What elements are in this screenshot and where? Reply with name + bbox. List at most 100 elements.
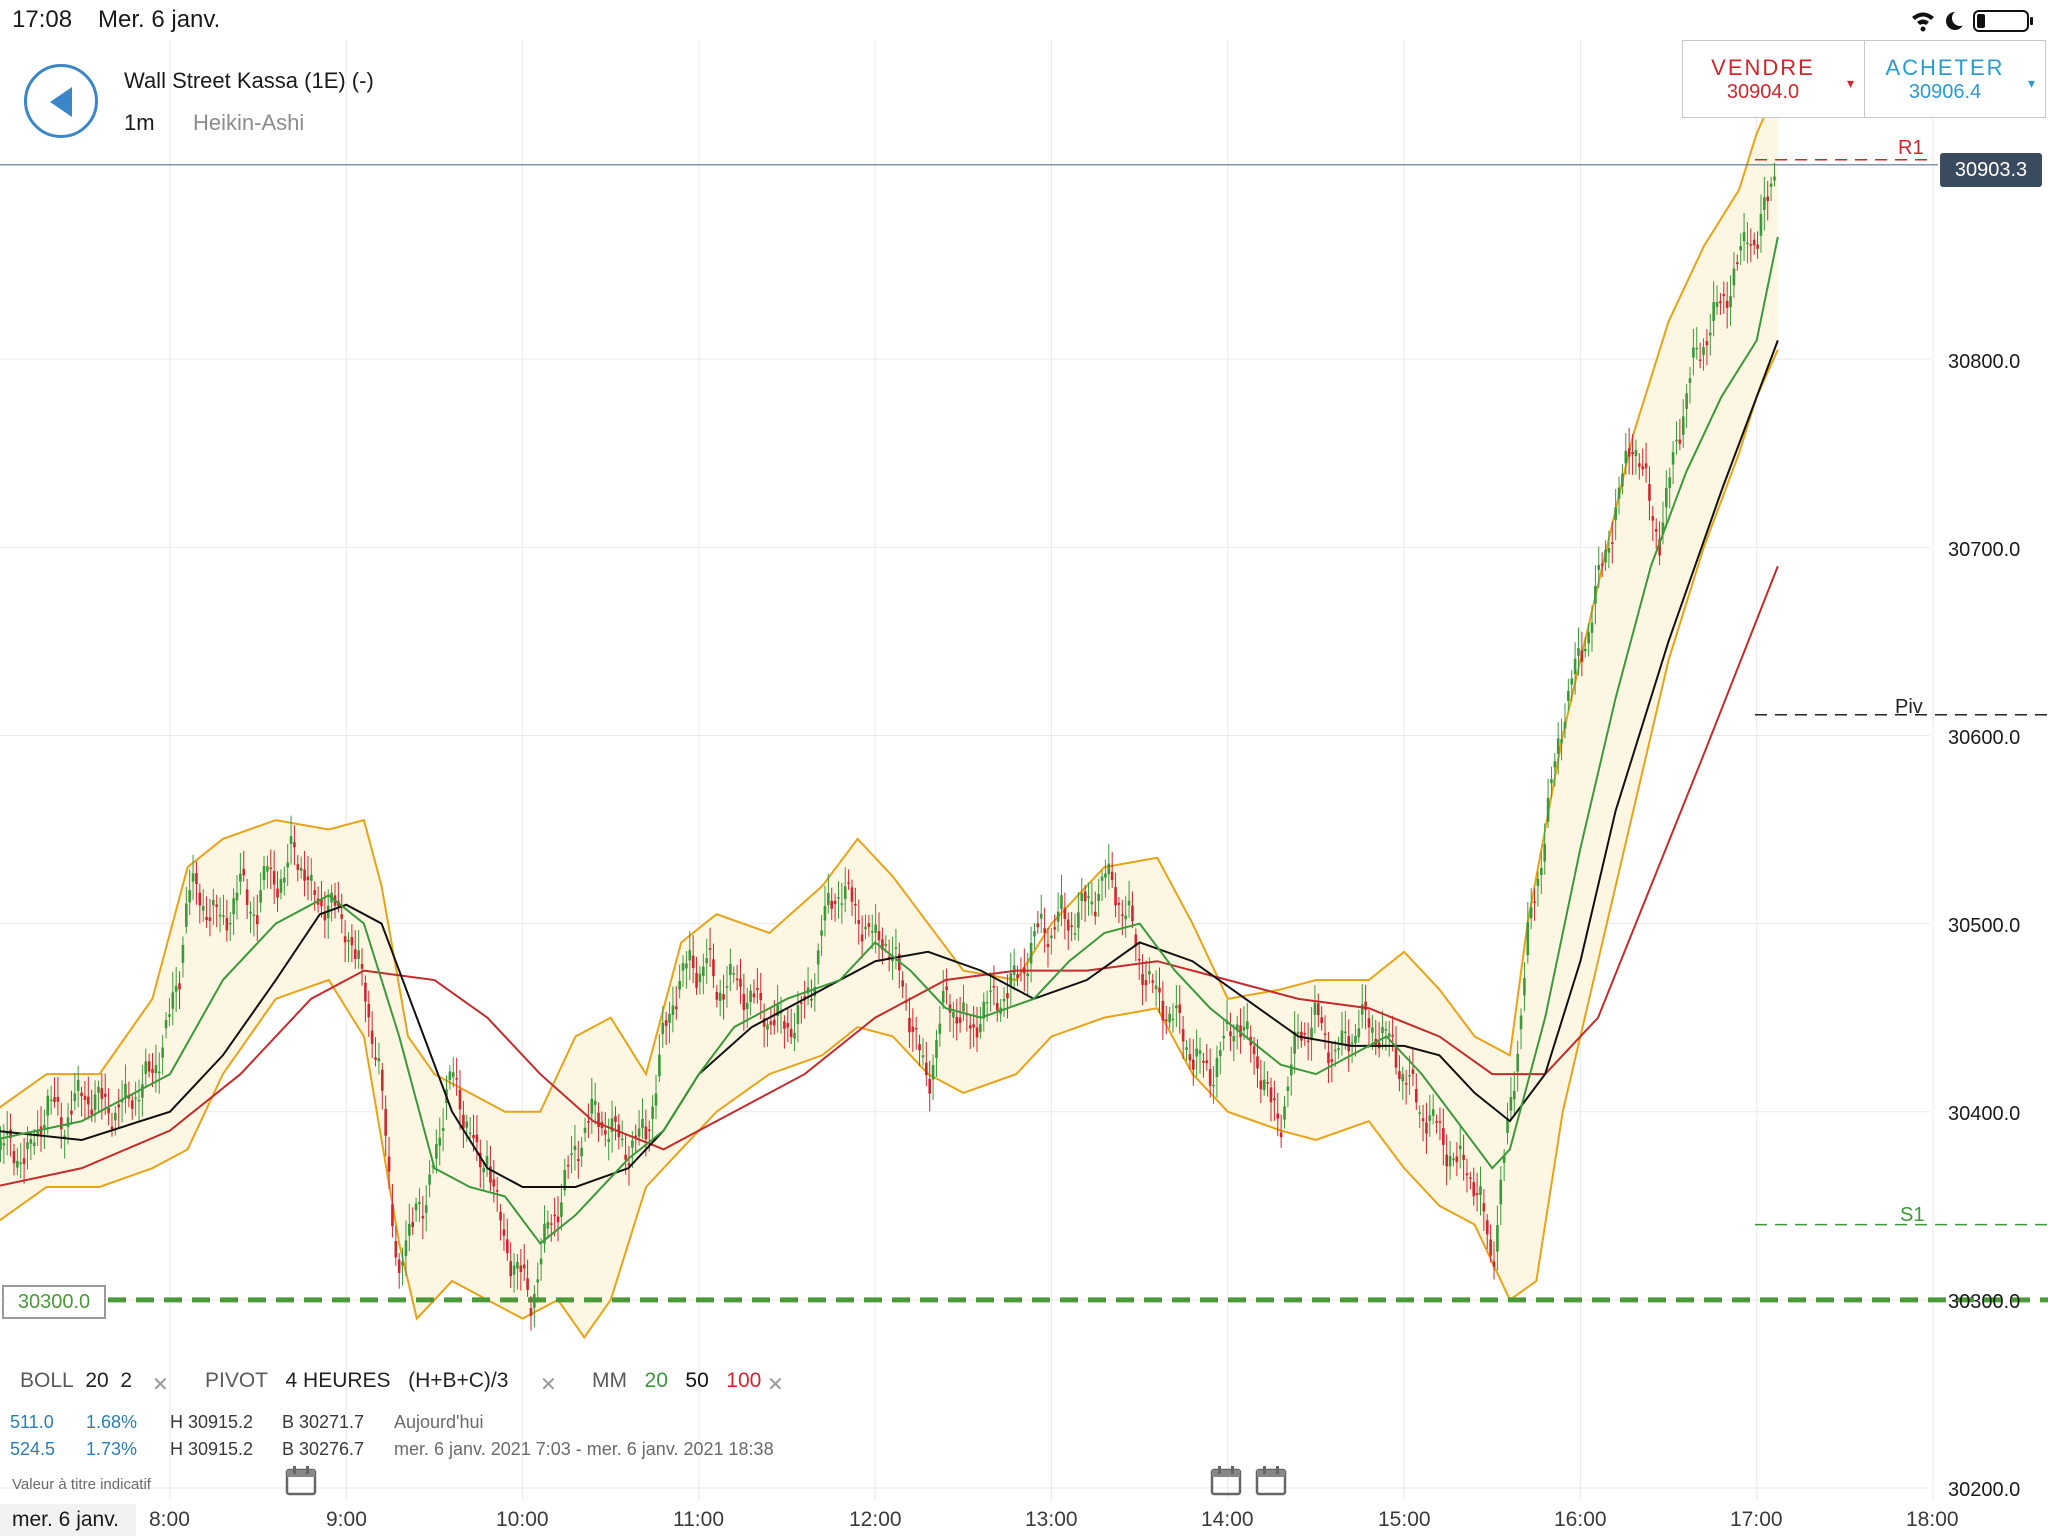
sell-dropdown-icon[interactable]: ▾ [1846,75,1854,91]
alert-level-tag[interactable]: 30300.0 [2,1285,106,1319]
candle-down [786,1023,790,1028]
candle-down [1485,1220,1489,1235]
candle-down [1273,1098,1276,1101]
candle-up [681,963,685,971]
candle-up [962,1002,965,1012]
candle-down [1006,993,1009,999]
candle-down [1144,980,1148,986]
buy-dropdown-icon[interactable]: ▾ [2027,75,2035,91]
candle-up [1773,176,1776,181]
candle-up [414,1203,418,1211]
candle-up [252,914,256,917]
candle-up [435,1144,438,1159]
pivot-r1-label: R1 [1898,137,1924,159]
candle-up [1681,416,1685,435]
candle-down [1482,1203,1486,1212]
candle-up [1222,1035,1225,1039]
date-label: mer. 6 janv. [0,1504,136,1536]
candle-up [157,1071,161,1074]
candle-up [1029,942,1033,964]
candle-up [702,966,705,976]
candle-down [360,964,364,969]
candle-down [343,936,347,943]
candle-up [1002,998,1006,1002]
candle-up [580,1147,583,1157]
status-date: Mer. 6 janv. [98,6,221,33]
candle-down [394,1241,398,1258]
candle-up [1597,565,1601,570]
pivot-piv-label: Piv [1895,696,1923,718]
candle-down [313,890,317,896]
candle-down [1533,901,1536,904]
candle-up [408,1223,411,1236]
candle-down [397,1259,401,1273]
candle-up [573,1145,577,1151]
boll-legend[interactable]: BOLL 20 2 [20,1369,132,1393]
candle-up [1550,779,1553,784]
candle-down [1442,1128,1445,1145]
candle-up [262,865,266,881]
remove-boll-close-icon[interactable]: ✕ [152,1374,169,1396]
candle-up [141,1084,144,1098]
candle-down [296,864,300,870]
candle-down [1121,914,1124,916]
candle-up [1587,632,1590,644]
candle-up [310,874,313,881]
candle-down [1756,244,1759,249]
candle-up [451,1072,455,1078]
candle-down [509,1261,512,1277]
candle-down [1472,1182,1476,1197]
candle-down [272,871,276,885]
candle-down [269,867,273,870]
candle-up [401,1261,404,1266]
pivot-legend[interactable]: PIVOT 4 HEURES (H+B+C)/3 [205,1369,508,1393]
chart-type-selector[interactable]: Heikin-Ashi [193,110,305,135]
candle-up [1729,295,1732,308]
remove-pivot-close-icon[interactable]: ✕ [540,1374,557,1396]
status-time: 17:08 [12,6,73,33]
candle-down [735,978,739,981]
candle-up [1215,1057,1219,1078]
sell-button[interactable]: VENDRE 30904.0 ▾ [1683,41,1865,117]
candle-up [823,905,827,921]
timeframe-selector[interactable]: 1m [124,110,155,135]
candle-up [424,1205,428,1213]
candle-down [1269,1087,1273,1103]
calendar-icon[interactable] [285,1464,317,1501]
candle-up [239,873,242,882]
candle-down [1070,925,1073,927]
instrument-title[interactable]: Wall Street Kassa (1E) (-) [124,68,374,93]
candle-down [1610,542,1614,544]
candle-down [455,1078,458,1080]
candle-down [925,1062,928,1075]
calendar-icon[interactable] [1255,1464,1287,1501]
candle-down [421,1215,425,1219]
candle-down [56,1096,60,1102]
candle-up [259,890,262,903]
buy-button[interactable]: ACHETER 30906.4 ▾ [1865,41,2045,117]
candle-up [1746,242,1749,245]
back-button[interactable] [24,64,98,138]
y-tick-label: 30500.0 [1948,915,2021,937]
candle-down [215,904,219,907]
candle-down [1752,239,1756,246]
candle-up [1073,933,1077,935]
candle-up [289,836,293,844]
candle-up [546,1221,550,1229]
calendar-icon[interactable] [1210,1464,1242,1501]
candle-up [820,930,823,936]
remove-mm-close-icon[interactable]: ✕ [767,1374,784,1396]
candle-up [49,1099,53,1102]
mm-legend[interactable]: MM 20 50 100 [592,1369,761,1393]
candle-down [387,1156,391,1172]
candle-up [570,1153,573,1155]
candle-down [1475,1192,1479,1195]
candle-up [188,890,191,903]
candle-down [1644,463,1648,469]
candle-down [1117,902,1121,905]
candle-up [1590,622,1594,633]
candle-down [1411,1069,1415,1075]
candle-up [1175,1005,1178,1009]
candle-up [168,1014,171,1017]
